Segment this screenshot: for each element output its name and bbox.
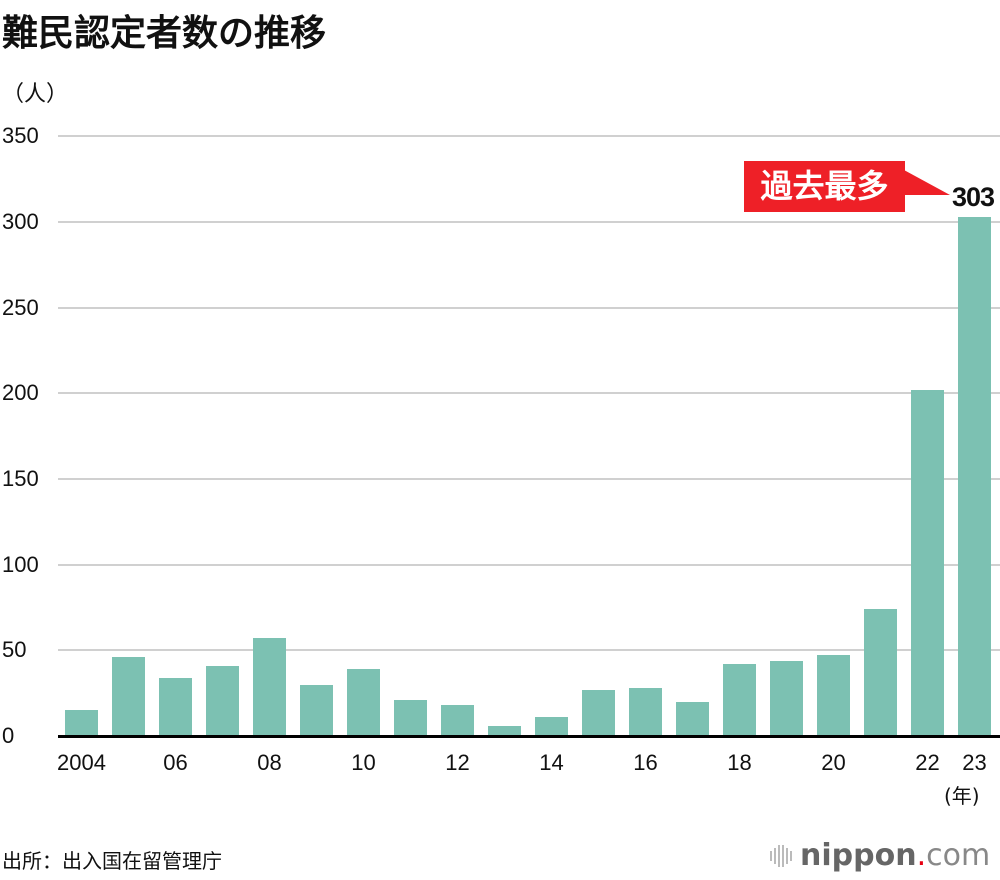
y-tick-label: 250 — [2, 294, 39, 320]
bar-2018 — [723, 664, 756, 736]
bar-2016 — [629, 688, 662, 736]
y-tick-label: 300 — [2, 208, 39, 234]
x-tick-label: 14 — [539, 750, 564, 775]
bar-2006 — [159, 677, 192, 736]
bar-2019 — [770, 660, 803, 736]
chart-title: 難民認定者数の推移 — [2, 13, 327, 54]
x-tick-label: 08 — [257, 750, 282, 775]
x-axis-unit: (年) — [944, 784, 980, 808]
gridline — [58, 563, 1000, 566]
logo-name: nippon — [800, 838, 917, 873]
gridline — [58, 649, 1000, 652]
gridline — [58, 477, 1000, 480]
peak-value-label: 303 — [952, 182, 995, 212]
x-axis-line — [58, 735, 1000, 738]
nippon-logo: nippon.com — [770, 838, 990, 873]
y-tick-label: 150 — [2, 465, 39, 491]
bar-2008 — [253, 638, 286, 736]
bar-2011 — [394, 700, 427, 736]
bar-2005 — [112, 657, 145, 736]
bar-2021 — [864, 609, 897, 736]
bar-2013 — [488, 725, 521, 736]
logo-waves-icon — [770, 844, 792, 867]
bar-2009 — [300, 684, 333, 736]
callout-arrow-icon — [904, 170, 950, 195]
x-tick-label: 18 — [727, 750, 752, 775]
record-high-callout: 過去最多 — [744, 161, 905, 212]
bar-2022 — [911, 389, 944, 736]
logo-dot: . — [916, 838, 927, 873]
bar-2007 — [206, 665, 239, 736]
bar-2017 — [676, 701, 709, 736]
y-tick-label: 350 — [2, 123, 39, 149]
gridline — [58, 135, 1000, 138]
bar-2004 — [65, 710, 98, 736]
x-tick-label: 22 — [915, 750, 940, 775]
bar-2020 — [817, 655, 850, 736]
bar-2012 — [441, 705, 474, 736]
y-tick-label: 200 — [2, 380, 39, 406]
bar-2014 — [535, 717, 568, 736]
bar-2023 — [958, 216, 991, 736]
y-tick-label: 50 — [2, 637, 27, 663]
gridline — [58, 392, 1000, 395]
logo-suffix: com — [926, 838, 991, 873]
source-note: 出所：出入国在留管理庁 — [2, 849, 222, 873]
bar-2010 — [347, 669, 380, 736]
x-tick-label: 23 — [962, 750, 987, 775]
x-tick-label: 12 — [445, 750, 470, 775]
x-tick-label: 06 — [163, 750, 188, 775]
y-axis-unit: （人） — [2, 82, 69, 107]
x-tick-label: 20 — [821, 750, 846, 775]
x-tick-label: 2004 — [57, 750, 106, 775]
y-tick-label: 100 — [2, 551, 39, 577]
y-tick-label: 0 — [2, 723, 15, 748]
gridline — [58, 306, 1000, 309]
x-tick-label: 10 — [351, 750, 376, 775]
gridline — [58, 220, 1000, 223]
bar-2015 — [582, 689, 615, 736]
x-tick-label: 16 — [633, 750, 658, 775]
